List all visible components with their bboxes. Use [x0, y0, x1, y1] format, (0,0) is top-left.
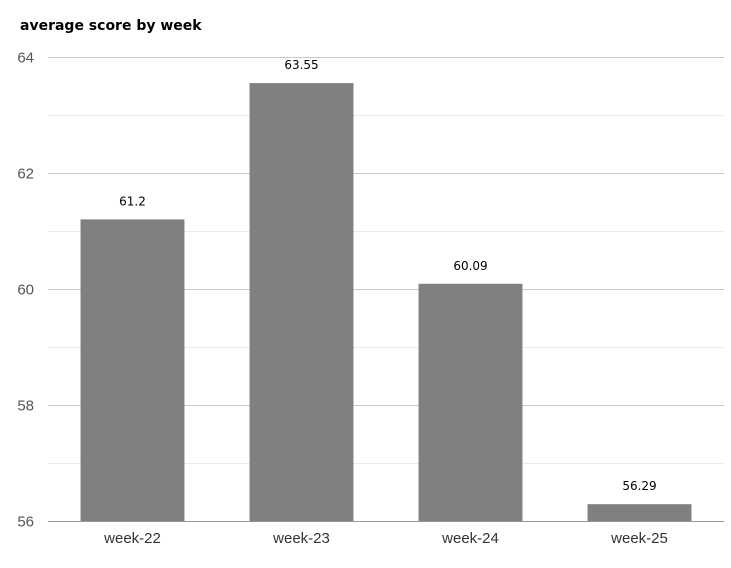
- y-tick-label: 64: [17, 50, 34, 67]
- data-label: 56.29: [622, 479, 656, 493]
- bar-week-24: [418, 283, 523, 521]
- bar-week-25: [587, 504, 692, 521]
- x-tick-label: week-22: [103, 530, 161, 547]
- data-label: 61.2: [119, 194, 146, 208]
- chart-title: average score by week: [20, 18, 202, 34]
- data-label: 63.55: [284, 58, 318, 72]
- bar-week-22: [80, 219, 185, 521]
- data-label: 60.09: [453, 259, 487, 273]
- y-tick-label: 60: [17, 282, 34, 299]
- x-tick-label: week-23: [272, 530, 330, 547]
- bars: [80, 83, 692, 521]
- bar-week-23: [249, 83, 354, 521]
- y-tick-label: 58: [17, 398, 34, 415]
- y-tick-label: 62: [17, 166, 34, 183]
- x-tick-label: week-24: [441, 530, 499, 547]
- y-axis-ticks: 56 58 60 62 64: [17, 50, 34, 531]
- data-labels: 61.2 63.55 60.09 56.29: [119, 58, 657, 493]
- x-tick-label: week-25: [610, 530, 668, 547]
- x-axis-ticks: week-22 week-23 week-24 week-25: [103, 530, 668, 547]
- y-tick-label: 56: [17, 514, 34, 531]
